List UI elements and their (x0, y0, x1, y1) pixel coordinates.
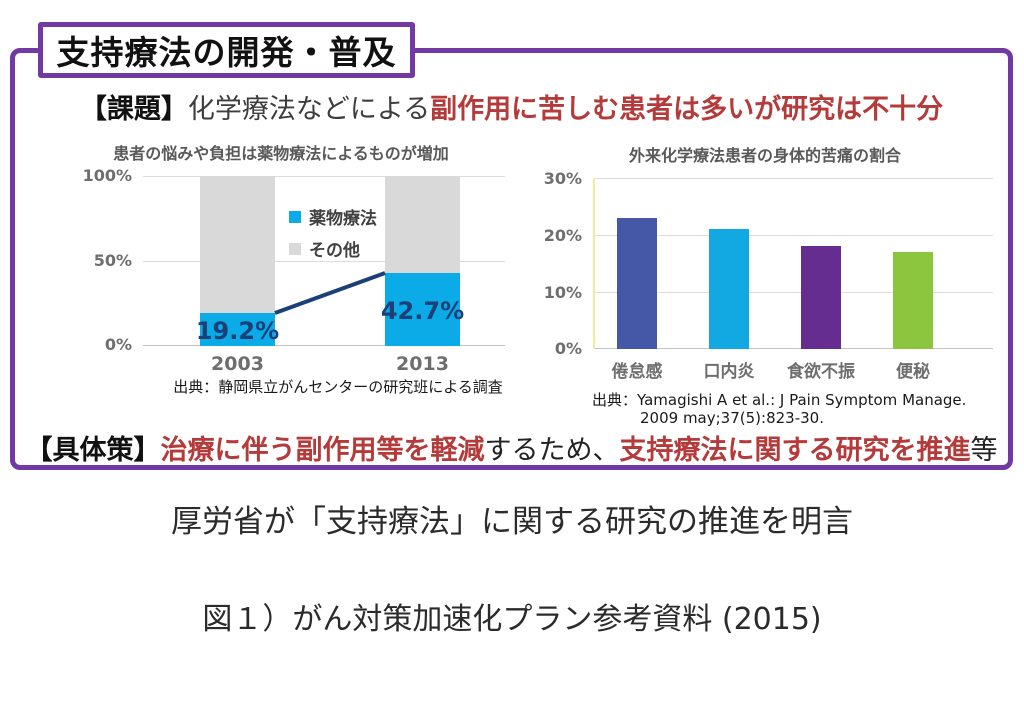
measure-red-text-2: 支持療法に関する研究を推進 (619, 435, 971, 466)
bar-食欲不振 (801, 246, 841, 349)
measure-label: 【具体策】 (25, 435, 161, 466)
slide-title: 支持療法の開発・普及 (56, 33, 397, 72)
x-axis-label-2013: 2013 (396, 353, 449, 375)
gridline (143, 261, 505, 262)
x-axis-label-便秘: 便秘 (896, 362, 930, 382)
x-axis-label-倦怠感: 倦怠感 (611, 362, 663, 382)
issue-red-text: 副作用に苦しむ患者は多いが研究は不十分 (430, 94, 944, 125)
y-axis-tick-label: 100% (82, 166, 132, 185)
gridline (593, 178, 993, 179)
legend-label: 薬物療法 (309, 209, 377, 229)
bar-drug-2013 (385, 273, 460, 346)
statement-text: 厚労省が「支持療法」に関する研究の推進を明言 (171, 504, 853, 540)
x-axis-label-2003: 2003 (211, 353, 264, 375)
left-chart-source: 出典：静岡県立がんセンターの研究班による調査 (173, 378, 503, 396)
right-chart-plot: 30% 20% 10% 0% 倦怠感 口内炎 食欲不振 便秘 (544, 169, 993, 382)
gridline (593, 348, 993, 349)
legend-swatch (289, 210, 301, 223)
y-axis-tick-label: 0% (554, 339, 582, 358)
trend-line (274, 271, 386, 315)
measure-line: 【具体策】治療に伴う副作用等を軽減するため、支持療法に関する研究を推進等 (10, 428, 1013, 467)
gridline (143, 176, 505, 177)
left-chart-plot: 100% 50% 0% 19.2% 2003 42.7% 2013 薬物療法その他 (83, 166, 505, 375)
figure-caption: 図１）がん対策加速化プラン参考資料 (2015) (202, 602, 822, 637)
legend: 薬物療法 その他 (289, 204, 377, 268)
bar-倦怠感 (617, 218, 657, 349)
measure-plain-text-1: するため、 (484, 435, 620, 466)
bar-口内炎 (709, 229, 749, 349)
right-chart-title: 外来化学療法患者の身体的苦痛の割合 (628, 146, 901, 165)
content-frame-border (10, 48, 1013, 470)
x-axis-label-食欲不振: 食欲不振 (787, 362, 855, 382)
gridline (593, 235, 993, 236)
measure-plain-text-2: 等 (970, 435, 998, 466)
bar-other-2013 (385, 176, 460, 273)
y-axis-line (593, 178, 595, 349)
legend-swatch (289, 242, 301, 255)
measure-red-text-1: 治療に伴う副作用等を軽減 (160, 435, 485, 466)
bar-便秘 (893, 252, 933, 349)
legend-item: 薬物療法 (289, 204, 377, 229)
issue-line: 【課題】化学療法などによる副作用に苦しむ患者は多いが研究は不十分 (10, 87, 1013, 126)
legend-item: その他 (289, 236, 377, 261)
gridline (593, 292, 993, 293)
slide-title-box: 支持療法の開発・普及 (38, 22, 415, 78)
value-label-2013: 42.7% (380, 296, 465, 325)
y-axis-tick-label: 10% (543, 283, 582, 302)
right-chart-source-line1: 出典：Yamagishi A et al.: J Pain Symptom Ma… (592, 391, 967, 409)
left-chart-title: 患者の悩みや負担は薬物療法によるものが増加 (113, 144, 449, 163)
y-axis-tick-label: 50% (93, 251, 132, 270)
x-axis-label-口内炎: 口内炎 (703, 362, 755, 382)
bar-drug-2003 (200, 313, 275, 346)
right-chart-source: 出典：Yamagishi A et al.: J Pain Symptom Ma… (592, 391, 1022, 427)
issue-plain-text: 化学療法などによる (187, 94, 431, 125)
legend-label: その他 (309, 241, 360, 261)
y-axis-tick-label: 0% (104, 335, 132, 354)
y-axis-tick-label: 20% (543, 226, 582, 245)
y-axis-tick-label: 30% (543, 169, 582, 188)
gridline (143, 345, 505, 346)
issue-label: 【課題】 (79, 94, 188, 125)
bar-other-2003 (200, 176, 275, 313)
value-label-2003: 19.2% (195, 316, 280, 345)
right-chart-source-line2: 2009 may;37(5):823-30. (640, 409, 824, 427)
